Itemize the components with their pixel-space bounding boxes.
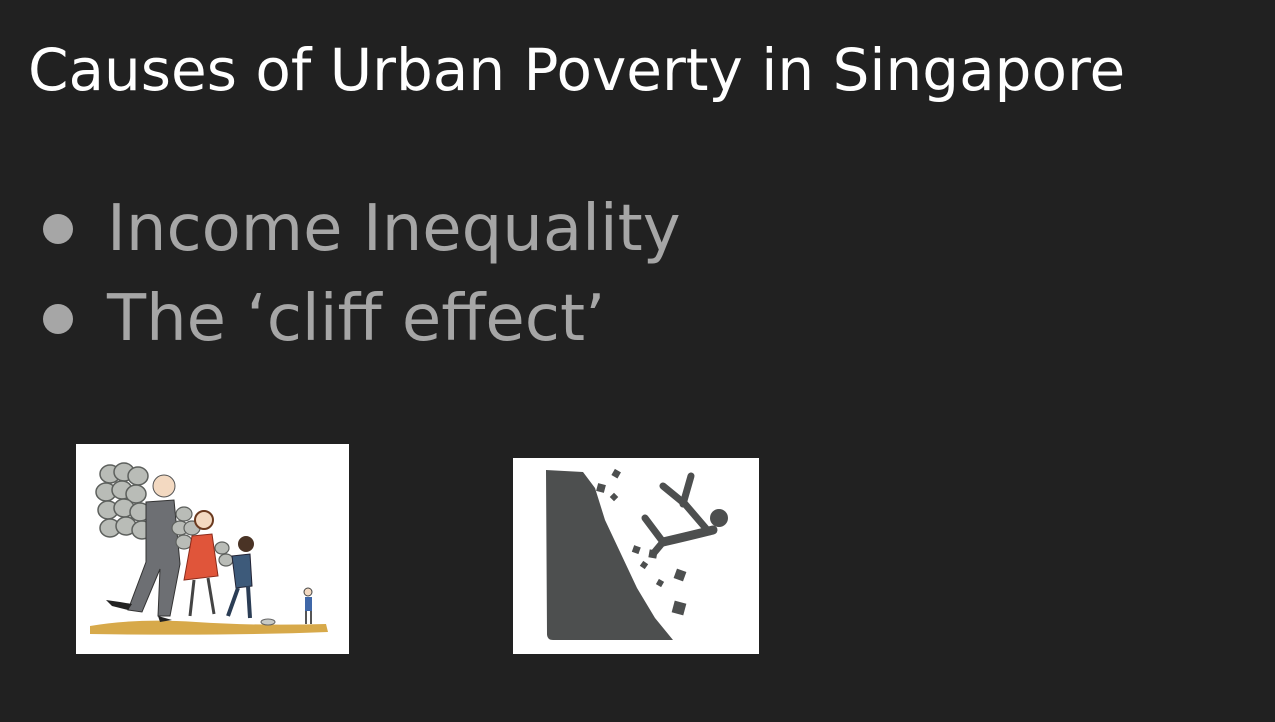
income-inequality-drawing: [90, 462, 328, 635]
falling-off-cliff-icon: [513, 458, 759, 654]
bullet-dot-icon: [43, 214, 73, 244]
bullet-list: Income Inequality The ‘cliff effect’: [40, 184, 681, 364]
income-inequality-illustration: [76, 444, 349, 654]
cliff-drawing: [546, 468, 728, 640]
bullet-label: Income Inequality: [107, 192, 681, 266]
slide-title: Causes of Urban Poverty in Singapore: [28, 36, 1126, 104]
bullet-label: The ‘cliff effect’: [107, 282, 606, 356]
bullet-item-cliff-effect: The ‘cliff effect’: [40, 274, 681, 364]
bullet-dot-icon: [43, 304, 73, 334]
bullet-item-income-inequality: Income Inequality: [40, 184, 681, 274]
